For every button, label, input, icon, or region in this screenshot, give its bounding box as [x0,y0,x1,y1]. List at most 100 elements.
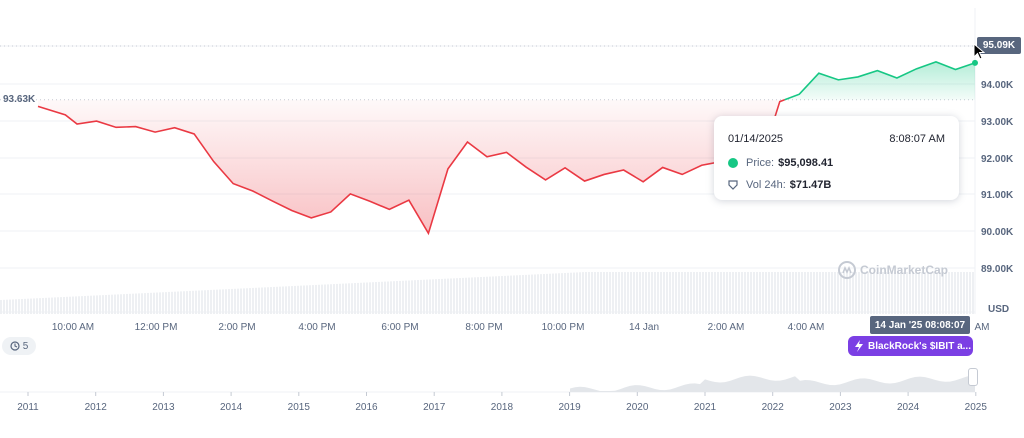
volume-bar [702,272,704,314]
volume-bar [486,276,488,314]
news-pill[interactable]: BlackRock's $IBIT a... [848,336,973,356]
current-price-tag: 95.09K [977,37,1021,54]
volume-bar [318,284,320,314]
volume-bar [495,276,497,314]
volume-bar [867,272,869,314]
volume-bar [297,285,299,314]
volume-bar [183,291,185,314]
volume-bar [837,272,839,314]
volume-bar [909,272,911,314]
volume-bar [489,276,491,314]
volume-bar [963,272,965,314]
volume-bar [657,272,659,314]
volume-bar [102,295,104,314]
volume-bar [672,272,674,314]
volume-bar [555,273,557,314]
volume-bar [906,272,908,314]
price-line-above [784,60,976,101]
volume-bar [960,272,962,314]
volume-bar [729,272,731,314]
volume-bar [438,279,440,314]
navigator-handle[interactable] [968,368,978,386]
volume-bar [798,272,800,314]
volume-bar [777,272,779,314]
cursor-icon [973,43,985,60]
volume-bar [558,273,560,314]
volume-bar [492,276,494,314]
volume-bar [246,288,248,314]
volume-bar [927,272,929,314]
volume-bar [900,272,902,314]
volume-bar [891,272,893,314]
year-label: 2020 [626,402,649,413]
year-label: 2013 [152,402,175,413]
price-area [38,61,975,234]
volume-bar [744,272,746,314]
volume-bar [300,285,302,314]
volume-bar [189,290,191,314]
volume-bar [543,274,545,314]
volume-bar [405,280,407,314]
year-label: 2024 [897,402,920,413]
volume-bar [348,283,350,314]
volume-bar [534,274,536,314]
volume-bar [3,299,5,314]
volume-bar [333,284,335,314]
volume-bar [414,280,416,314]
volume-bar [876,272,878,314]
volume-bar [33,298,35,314]
volume-bar [615,272,617,314]
volume-bar [606,272,608,314]
volume-bar [327,284,329,314]
volume-bar [441,278,443,314]
volume-bar [456,278,458,314]
volume-bar [567,272,569,314]
y-tick-label: 93.00K [981,117,1014,128]
tooltip-price-value: $95,098.41 [778,157,834,169]
volume-bar [822,272,824,314]
volume-bar [63,296,65,314]
volume-bar [9,299,11,314]
x-tick-label: 8:00 PM [465,322,502,333]
volume-bar [48,297,50,314]
volume-bar [222,289,224,314]
volume-bar [468,277,470,314]
volume-bar [924,272,926,314]
year-label: 2012 [85,402,108,413]
volume-bar [192,290,194,314]
volume-bar [579,272,581,314]
volume-bar [15,299,17,314]
volume-bar [768,272,770,314]
volume-bar [411,280,413,314]
volume-bar [786,272,788,314]
volume-bar [75,296,77,314]
volume-bar [570,272,572,314]
volume-bar [273,286,275,314]
history-icon [10,341,20,351]
volume-icon [728,180,738,190]
x-tick-label: 10:00 AM [52,322,94,333]
volume-bar [120,294,122,314]
volume-bar [603,272,605,314]
volume-bar [918,272,920,314]
year-label: 2023 [829,402,852,413]
volume-bar [228,289,230,314]
navigator[interactable] [0,375,975,393]
events-badge[interactable]: 5 [2,337,36,355]
volume-bar [507,275,509,314]
volume-bar [561,273,563,314]
volume-bar [498,276,500,314]
volume-bar [789,272,791,314]
volume-bar [459,278,461,314]
volume-bar [477,277,479,314]
volume-bar [201,290,203,314]
volume-bar [390,281,392,314]
volume-bar [447,278,449,314]
volume-bar [195,290,197,314]
volume-bar [540,274,542,314]
volume-bar [630,272,632,314]
volume-bar [480,277,482,314]
volume-bar [939,272,941,314]
volume-bar [303,285,305,314]
